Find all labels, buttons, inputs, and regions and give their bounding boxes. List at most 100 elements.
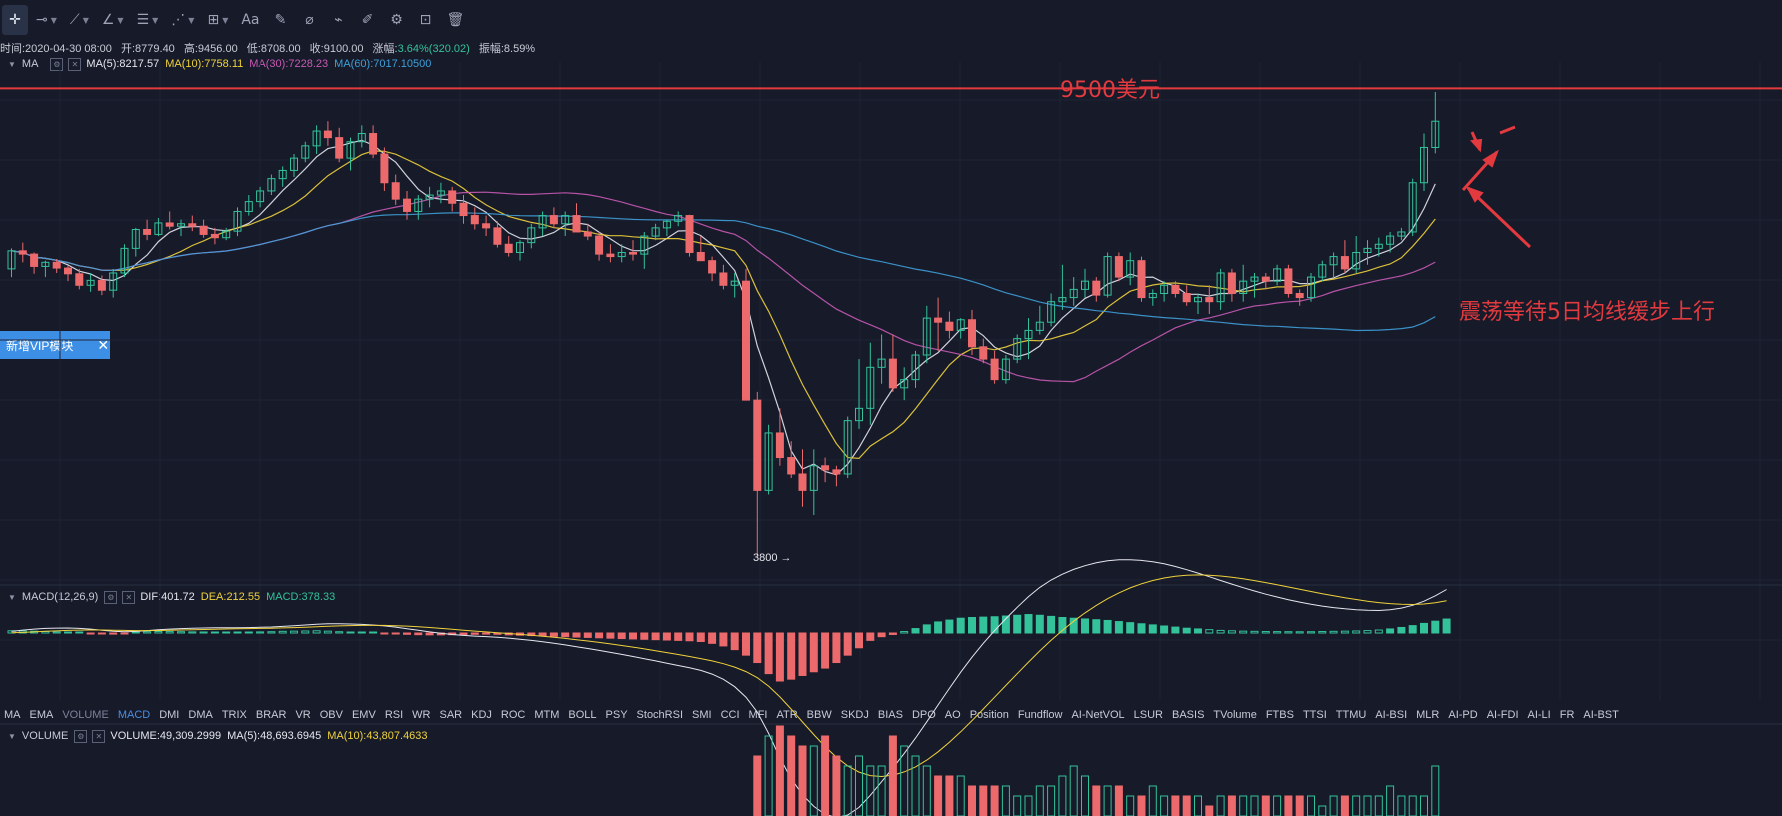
indicator-tab-ttsi[interactable]: TTSI: [1302, 709, 1327, 721]
candle-body: [52, 261, 61, 269]
indicator-tab-sar[interactable]: SAR: [439, 709, 463, 721]
indicator-tab-roc[interactable]: ROC: [500, 709, 526, 721]
indicator-tab-volume[interactable]: VOLUME: [62, 709, 109, 721]
macd-bar: [1205, 629, 1214, 634]
indicator-tab-stochrsi[interactable]: StochRSI: [636, 709, 684, 721]
collapse-chevron-icon[interactable]: ▼: [8, 59, 16, 69]
indicator-tab-ai-li[interactable]: AI-LI: [1527, 709, 1551, 721]
ma-legend-value: MA(10):7758.11: [165, 58, 244, 70]
macd-bar: [956, 617, 965, 634]
indicator-tab-kdj[interactable]: KDJ: [471, 709, 492, 721]
magnet-tool[interactable]: ⌀: [297, 5, 323, 35]
indicator-tab-mtm[interactable]: MTM: [534, 709, 560, 721]
candle-body: [1273, 268, 1282, 282]
indicator-tab-mfi[interactable]: MFI: [748, 709, 768, 721]
vip-close-icon[interactable]: ✕: [97, 336, 110, 353]
indicator-tab-ema[interactable]: EMA: [29, 709, 54, 721]
indicator-tab-ma[interactable]: MA: [4, 709, 21, 721]
crosshair-tool[interactable]: ✛: [2, 5, 28, 35]
settings-icon[interactable]: ⚙: [50, 57, 64, 71]
collapse-chevron-icon[interactable]: ▼: [8, 731, 16, 741]
indicator-tab-bbw[interactable]: BBW: [806, 709, 832, 721]
indicator-tab-ai-pd[interactable]: AI-PD: [1448, 709, 1478, 721]
macd-bar: [1250, 630, 1259, 634]
macd-bar: [674, 632, 683, 641]
candle-body: [764, 432, 773, 491]
close-icon[interactable]: ✕: [122, 590, 136, 604]
dropdown-caret-icon[interactable]: ▼: [188, 15, 195, 25]
indicator-tab-skdj[interactable]: SKDJ: [840, 709, 869, 721]
dropdown-caret-icon[interactable]: ▼: [50, 15, 57, 25]
indicator-tab-dpo[interactable]: DPO: [911, 709, 936, 721]
fib-tool[interactable]: ☰ ▼: [132, 5, 164, 35]
vip-module-banner[interactable]: 新增VIP模块 ✕: [0, 331, 110, 359]
indicator-tab-rsi[interactable]: RSI: [384, 709, 404, 721]
indicator-tab-trix[interactable]: TRIX: [221, 709, 247, 721]
macd-bar: [64, 631, 72, 634]
indicator-tab-cci[interactable]: CCI: [720, 709, 740, 721]
indicator-tab-ao[interactable]: AO: [944, 709, 961, 721]
settings-icon[interactable]: ⚙: [104, 590, 118, 604]
indicator-tab-ftbs[interactable]: FTBS: [1265, 709, 1294, 721]
candle-body: [459, 202, 468, 217]
volume-bar: [855, 755, 863, 816]
candle-body: [696, 251, 705, 262]
indicator-tab-ai-bst[interactable]: AI-BST: [1583, 709, 1619, 721]
indicator-tab-boll[interactable]: BOLL: [568, 709, 597, 721]
indicator-tab-ttmu[interactable]: TTMU: [1335, 709, 1367, 721]
indicator-tab-dmi[interactable]: DMI: [159, 709, 180, 721]
trash-tool[interactable]: 🗑: [442, 5, 470, 35]
settings-icon[interactable]: ⚙: [74, 729, 88, 743]
dropdown-caret-icon[interactable]: ▼: [152, 15, 159, 25]
angle-tool[interactable]: ∠ ▼: [97, 5, 129, 35]
annotation-arrow: [1461, 150, 1499, 192]
trend-line-tool[interactable]: ⟋ ▼: [65, 5, 94, 35]
indicator-tab-fundflow[interactable]: Fundflow: [1017, 709, 1063, 721]
indicator-tab-tvolume[interactable]: TVolume: [1213, 709, 1257, 721]
eraser-tool[interactable]: ✐: [355, 5, 381, 35]
brush-tool[interactable]: ✎: [268, 5, 294, 35]
macd-bar: [41, 631, 50, 634]
close-icon[interactable]: ✕: [68, 57, 82, 71]
indicator-tab-emv[interactable]: EMV: [351, 709, 376, 721]
settings-tool[interactable]: ⚙: [384, 5, 410, 35]
indicator-tab-lsur[interactable]: LSUR: [1133, 709, 1163, 721]
horizontal-line-tool[interactable]: ⊸ ▼: [31, 5, 62, 35]
lock-tool[interactable]: ⊡: [413, 5, 439, 35]
indicator-tab-position[interactable]: Position: [969, 709, 1009, 721]
indicator-tab-brar[interactable]: BRAR: [255, 709, 287, 721]
indicator-tab-ai-fdi[interactable]: AI-FDI: [1486, 709, 1519, 721]
indicator-tab-macd[interactable]: MACD: [117, 709, 151, 721]
text-tool[interactable]: Aa: [236, 5, 264, 35]
macd-bar: [595, 632, 604, 639]
macd-bar: [719, 632, 728, 647]
wave-tool[interactable]: ⋰ ▼: [166, 5, 199, 35]
candle-body: [730, 280, 739, 286]
indicator-tab-basis[interactable]: BASIS: [1172, 709, 1205, 721]
indicator-tab-bias[interactable]: BIAS: [877, 709, 903, 721]
dropdown-caret-icon[interactable]: ▼: [82, 15, 89, 25]
macd-bar: [866, 632, 875, 641]
ruler-tool[interactable]: ⌁: [326, 5, 352, 35]
candle-body: [1148, 292, 1157, 299]
dropdown-caret-icon[interactable]: ▼: [117, 15, 124, 25]
measure-tool[interactable]: ⊞ ▼: [202, 5, 233, 35]
indicator-tab-ai-bsi[interactable]: AI-BSI: [1375, 709, 1408, 721]
indicator-tab-obv[interactable]: OBV: [319, 709, 343, 721]
indicator-tab-mlr[interactable]: MLR: [1416, 709, 1440, 721]
macd-bar: [922, 624, 931, 634]
macd-bar: [1397, 626, 1406, 634]
indicator-tab-dma[interactable]: DMA: [188, 709, 213, 721]
indicator-tab-vr[interactable]: VR: [295, 709, 311, 721]
collapse-chevron-icon[interactable]: ▼: [8, 592, 16, 602]
close-icon[interactable]: ✕: [92, 729, 106, 743]
indicator-tab-fr[interactable]: FR: [1559, 709, 1575, 721]
volume-bar: [1205, 805, 1214, 816]
indicator-tab-smi[interactable]: SMI: [692, 709, 712, 721]
indicator-tab-psy[interactable]: PSY: [605, 709, 628, 721]
indicator-tab-wr[interactable]: WR: [412, 709, 431, 721]
indicator-tab-atr[interactable]: ATR: [776, 709, 798, 721]
dropdown-caret-icon[interactable]: ▼: [222, 15, 229, 25]
indicator-tab-ai-netvol[interactable]: AI-NetVOL: [1071, 709, 1125, 721]
